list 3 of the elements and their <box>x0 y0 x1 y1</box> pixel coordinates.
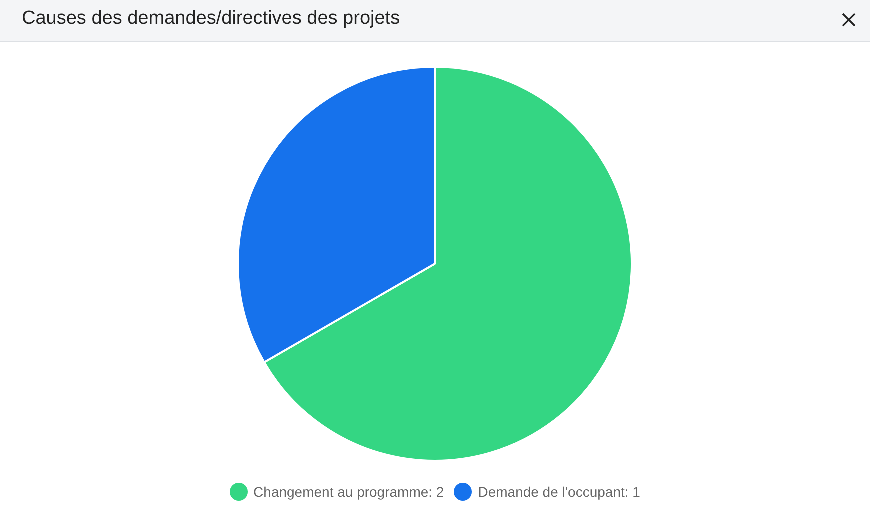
legend-label: Changement au programme: 2 <box>254 484 444 500</box>
chart-title: Causes des demandes/directives des projets <box>22 8 400 30</box>
legend-label: Demande de l'occupant: 1 <box>478 484 640 500</box>
